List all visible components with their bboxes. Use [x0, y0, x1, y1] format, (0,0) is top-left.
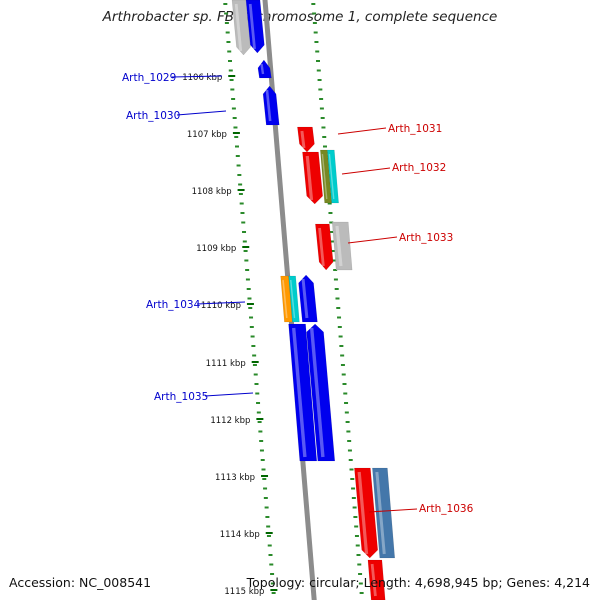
gene-feature-highlight [290, 279, 296, 319]
gene-label-leader [368, 508, 418, 513]
gene-feature [231, 0, 251, 56]
scale-label: 1113 kbp [215, 473, 255, 483]
gene-feature [288, 323, 318, 462]
gene-label: Arth_1031 [388, 123, 442, 135]
scale-label: 1107 kbp [187, 130, 227, 140]
gene-feature-highlight [291, 327, 307, 458]
gene-feature [262, 85, 280, 126]
gene-label: Arth_1030 [126, 110, 180, 122]
gene-feature [306, 323, 336, 462]
gene-label: Arth_1036 [419, 503, 474, 515]
gene-feature-highlight [305, 155, 314, 201]
gene-feature-highlight [328, 153, 335, 200]
gene-feature-highlight [375, 471, 386, 555]
gene-label-leader [171, 75, 223, 78]
accession-text: Accession: NC_008541 [9, 575, 152, 590]
gene-label: Arth_1035 [154, 391, 208, 403]
gene-label: Arth_1032 [392, 162, 446, 174]
gene-feature [327, 149, 339, 204]
gene-label-leader [347, 236, 398, 244]
gene-feature [367, 559, 386, 600]
map-title: Arthrobacter sp. FB24 chromosome 1, comp… [102, 9, 498, 25]
gene-feature-highlight [321, 153, 328, 200]
gene-label: Arth_1033 [399, 232, 453, 244]
topology-summary: Topology: circular; Length: 4,698,945 bp… [246, 575, 590, 590]
gene-label: Arth_1029 [122, 72, 176, 84]
scale-label: 1114 kbp [220, 530, 260, 540]
gene-feature-highlight [282, 279, 288, 319]
scale-label: 1115 kbp [224, 587, 264, 597]
gene-feature [298, 274, 318, 323]
gene-feature [302, 151, 323, 205]
gene-feature-highlight [248, 3, 256, 50]
gene-feature [354, 467, 379, 559]
gene-feature-highlight [335, 225, 343, 267]
gene-feature-highlight [309, 327, 325, 458]
gene-label-leader [341, 167, 391, 175]
gene-feature-highlight [260, 63, 265, 75]
gene-feature [245, 0, 265, 54]
gene-feature-highlight [300, 130, 306, 149]
gene-feature [331, 221, 353, 271]
scale-label: 1108 kbp [192, 187, 232, 197]
gene-feature-highlight [370, 563, 377, 597]
gene-feature-highlight [301, 278, 309, 319]
gene-feature-highlight [318, 227, 325, 267]
gene-label-leader [337, 127, 387, 135]
gene-feature-highlight [265, 89, 272, 122]
scale-label: 1112 kbp [210, 416, 250, 426]
scale-label: 1109 kbp [196, 244, 236, 254]
gene-feature [288, 275, 300, 323]
gene-feature [315, 223, 334, 271]
scale-label: 1110 kbp [201, 301, 241, 311]
gene-feature [372, 467, 396, 559]
gene-label-leader [196, 301, 246, 305]
gene-feature-highlight [357, 471, 369, 555]
scale-label: 1111 kbp [206, 359, 246, 369]
gene-feature-highlight [234, 3, 243, 52]
gene-feature [257, 59, 272, 79]
scale-label: 1106 kbp [182, 73, 222, 83]
gene-label: Arth_1034 [146, 299, 201, 311]
gene-feature [297, 126, 315, 153]
gene-label-leader [204, 392, 254, 397]
gene-label-leader [176, 110, 227, 116]
